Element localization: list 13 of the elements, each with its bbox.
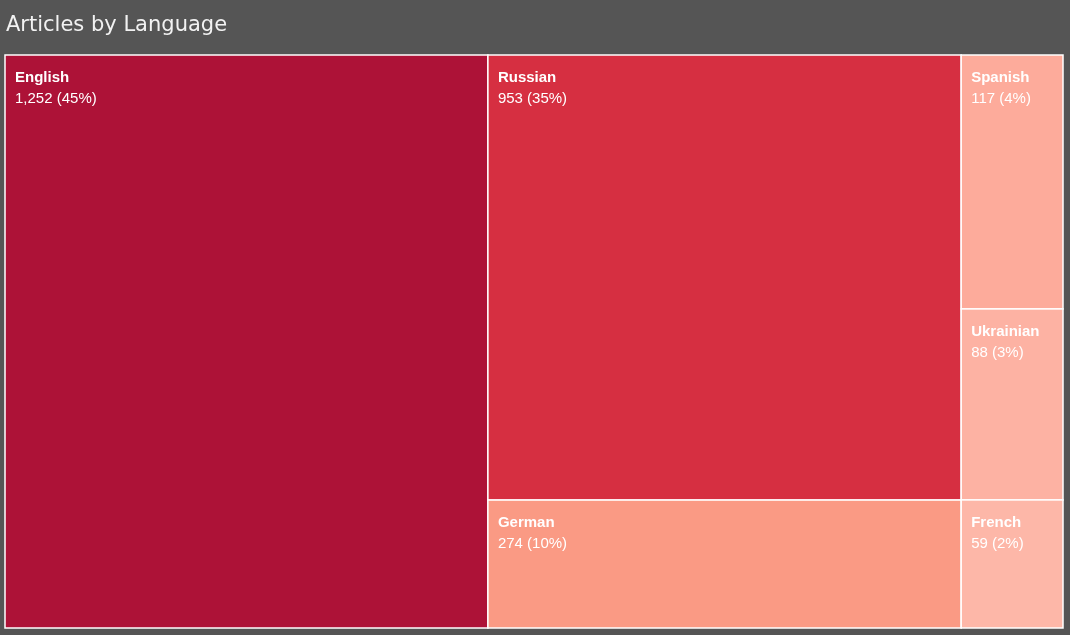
data-label: 953 (35%)	[497, 89, 568, 106]
data-label: 1,252 (45%)	[15, 89, 97, 106]
category-label: German	[497, 513, 555, 531]
data-label: 117 (4%)	[971, 89, 1031, 106]
category-label: French	[971, 512, 1022, 530]
data-label: 59 (2%)	[971, 533, 1024, 551]
category-label: Ukrainian	[971, 321, 1040, 339]
data-label: 88 (3%)	[971, 342, 1024, 360]
category-label: Russian	[497, 68, 557, 85]
category-label: Spanish	[971, 68, 1030, 85]
data-label: 274 (10%)	[497, 534, 568, 552]
text: Articles by Language	[6, 12, 228, 36]
category-label: English	[15, 68, 70, 85]
